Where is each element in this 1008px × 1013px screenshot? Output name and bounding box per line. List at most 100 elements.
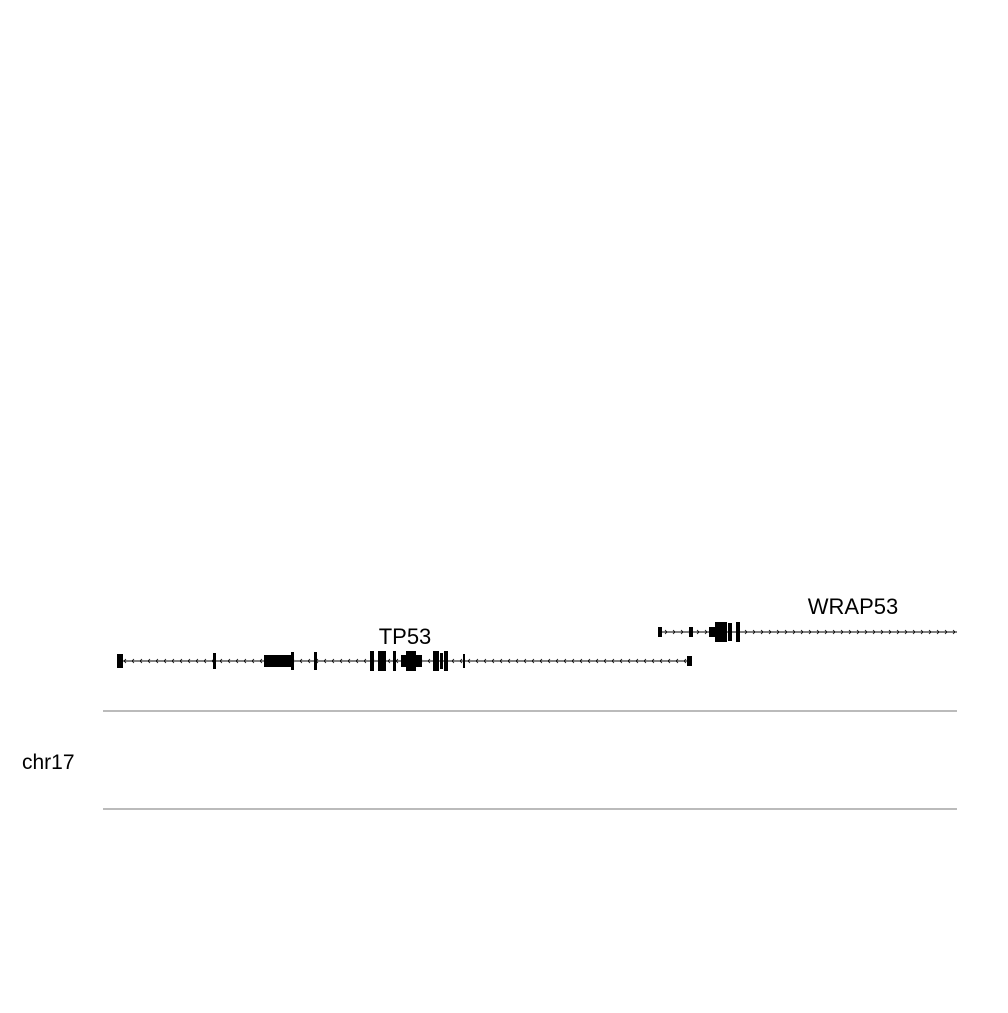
strand-arrow bbox=[904, 629, 908, 635]
strand-arrow bbox=[936, 629, 940, 635]
strand-arrow bbox=[331, 658, 335, 664]
strand-arrow bbox=[171, 658, 175, 664]
strand-arrow bbox=[203, 658, 207, 664]
strand-arrow bbox=[515, 658, 519, 664]
exon bbox=[411, 651, 416, 671]
strand-arrow bbox=[163, 658, 167, 664]
strand-arrow bbox=[467, 658, 471, 664]
strand-arrow bbox=[323, 658, 327, 664]
strand-arrow bbox=[680, 629, 684, 635]
strand-arrow bbox=[243, 658, 247, 664]
strand-arrow bbox=[355, 658, 359, 664]
strand-arrow bbox=[339, 658, 343, 664]
strand-arrow bbox=[840, 629, 844, 635]
strand-arrow bbox=[880, 629, 884, 635]
exon bbox=[406, 651, 411, 671]
exon bbox=[463, 654, 465, 668]
strand-arrow bbox=[139, 658, 143, 664]
strand-arrow bbox=[848, 629, 852, 635]
strand-arrow bbox=[131, 658, 135, 664]
strand-arrow bbox=[547, 658, 551, 664]
strand-arrow bbox=[864, 629, 868, 635]
exon bbox=[314, 652, 317, 670]
strand-arrow bbox=[832, 629, 836, 635]
strand-arrow bbox=[635, 658, 639, 664]
strand-arrow bbox=[195, 658, 199, 664]
strand-arrow bbox=[595, 658, 599, 664]
strand-arrow bbox=[427, 658, 431, 664]
exon bbox=[715, 622, 727, 642]
strand-arrow bbox=[555, 658, 559, 664]
exon bbox=[689, 627, 693, 637]
strand-arrow bbox=[563, 658, 567, 664]
strand-arrow bbox=[251, 658, 255, 664]
strand-arrow bbox=[603, 658, 607, 664]
exon bbox=[709, 627, 716, 637]
strand-arrow bbox=[235, 658, 239, 664]
strand-arrow bbox=[896, 629, 900, 635]
strand-arrow bbox=[587, 658, 591, 664]
exon bbox=[728, 623, 732, 641]
strand-arrow bbox=[675, 658, 679, 664]
exon bbox=[401, 655, 407, 667]
strand-arrow bbox=[752, 629, 756, 635]
strand-arrow bbox=[299, 658, 303, 664]
exon bbox=[736, 622, 740, 642]
strand-arrow bbox=[776, 629, 780, 635]
strand-arrow bbox=[824, 629, 828, 635]
strand-arrow bbox=[912, 629, 916, 635]
strand-arrow bbox=[451, 658, 455, 664]
chromosome-label: chr17 bbox=[22, 751, 75, 774]
strand-arrow bbox=[704, 629, 708, 635]
strand-arrow bbox=[627, 658, 631, 664]
strand-arrow bbox=[499, 658, 503, 664]
strand-arrow bbox=[696, 629, 700, 635]
strand-arrow bbox=[744, 629, 748, 635]
strand-arrow bbox=[475, 658, 479, 664]
gene-tp53: TP53 bbox=[117, 624, 692, 671]
exon bbox=[440, 653, 443, 669]
gene-label: WRAP53 bbox=[808, 594, 898, 619]
strand-arrow bbox=[363, 658, 367, 664]
strand-arrow bbox=[872, 629, 876, 635]
strand-arrow bbox=[227, 658, 231, 664]
strand-arrow bbox=[768, 629, 772, 635]
strand-arrow bbox=[307, 658, 311, 664]
gene-wrap53: WRAP53 bbox=[658, 594, 957, 642]
strand-arrow bbox=[539, 658, 543, 664]
strand-arrow bbox=[147, 658, 151, 664]
strand-arrow bbox=[347, 658, 351, 664]
strand-arrow bbox=[920, 629, 924, 635]
strand-arrow bbox=[459, 658, 463, 664]
exon bbox=[291, 652, 294, 670]
exon bbox=[658, 627, 662, 637]
strand-arrow bbox=[571, 658, 575, 664]
strand-arrow bbox=[483, 658, 487, 664]
genes-layer: TP53 WRAP53 bbox=[117, 594, 957, 671]
exon bbox=[117, 654, 123, 668]
exon bbox=[687, 656, 692, 666]
strand-arrow bbox=[531, 658, 535, 664]
strand-arrow bbox=[579, 658, 583, 664]
strand-arrow bbox=[659, 658, 663, 664]
exon bbox=[433, 651, 439, 671]
strand-arrow bbox=[792, 629, 796, 635]
strand-arrow bbox=[672, 629, 676, 635]
strand-arrow bbox=[928, 629, 932, 635]
strand-arrow bbox=[664, 629, 668, 635]
exon bbox=[444, 651, 448, 671]
strand-arrow bbox=[808, 629, 812, 635]
strand-arrow bbox=[387, 658, 391, 664]
exon bbox=[393, 651, 396, 671]
strand-arrow bbox=[856, 629, 860, 635]
exon bbox=[264, 655, 292, 667]
strand-arrow bbox=[523, 658, 527, 664]
strand-arrow bbox=[667, 658, 671, 664]
exon bbox=[378, 651, 382, 671]
strand-arrow bbox=[784, 629, 788, 635]
strand-arrow bbox=[491, 658, 495, 664]
strand-arrow bbox=[760, 629, 764, 635]
exon bbox=[416, 655, 422, 667]
